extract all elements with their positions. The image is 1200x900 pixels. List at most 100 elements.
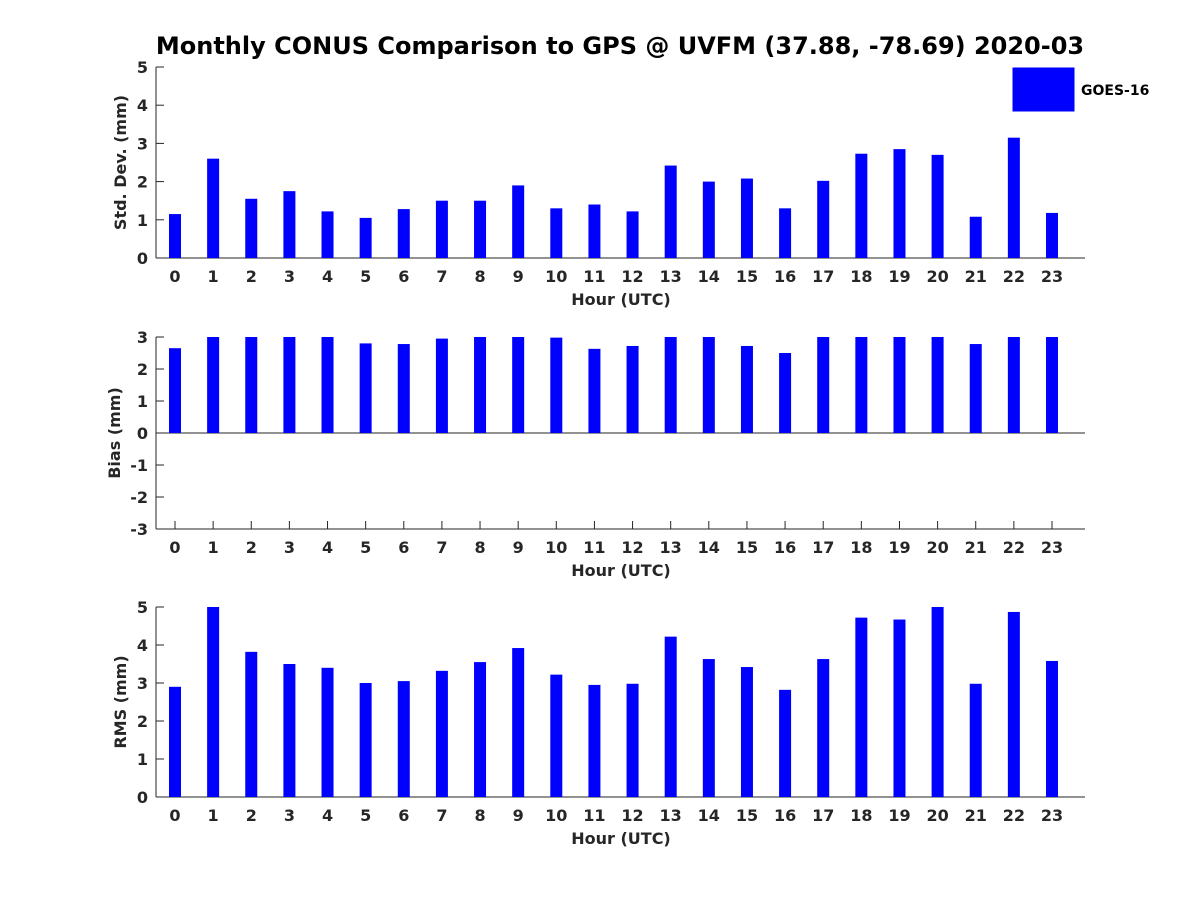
bar	[1007, 611, 1020, 797]
bar	[321, 337, 334, 433]
x-tick-label: 13	[660, 806, 682, 825]
bar	[359, 217, 372, 258]
x-tick-label: 7	[436, 267, 447, 286]
y-tick-label: 3	[137, 328, 148, 347]
bar	[512, 648, 525, 797]
x-tick-label: 9	[513, 538, 524, 557]
x-tick-label: 11	[583, 806, 605, 825]
x-tick-label: 0	[169, 538, 180, 557]
bar	[245, 198, 258, 258]
bar	[702, 337, 715, 433]
x-tick-label: 20	[926, 267, 948, 286]
bar	[1045, 212, 1058, 258]
bar	[817, 337, 830, 433]
x-tick-label: 14	[698, 267, 720, 286]
x-tick-label: 5	[360, 806, 371, 825]
x-tick-label: 16	[774, 538, 796, 557]
bar	[740, 178, 753, 258]
x-tick-label: 10	[545, 267, 567, 286]
bar	[817, 659, 830, 797]
bar	[550, 337, 563, 433]
y-tick-label: 0	[137, 424, 148, 443]
y-tick-label: 2	[137, 173, 148, 192]
x-tick-label: 17	[812, 806, 834, 825]
x-tick-label: 4	[322, 267, 333, 286]
y-tick-label: 4	[137, 96, 148, 115]
bar	[512, 185, 525, 258]
x-tick-label: 5	[360, 538, 371, 557]
bar	[512, 337, 525, 433]
x-tick-label: 23	[1041, 538, 1063, 557]
x-tick-label: 13	[660, 267, 682, 286]
x-axis-label: Hour (UTC)	[571, 561, 671, 580]
y-tick-label: 1	[137, 750, 148, 769]
y-tick-label: 4	[137, 636, 148, 655]
bar	[435, 200, 448, 258]
x-tick-label: 2	[246, 267, 257, 286]
bar	[1007, 137, 1020, 258]
bar	[817, 180, 830, 258]
bar	[893, 149, 906, 258]
x-tick-label: 17	[812, 267, 834, 286]
x-tick-label: 4	[322, 538, 333, 557]
y-axis-label: RMS (mm)	[111, 655, 130, 748]
x-tick-label: 9	[513, 806, 524, 825]
bar	[779, 208, 792, 258]
bar	[931, 607, 944, 797]
bar	[207, 337, 220, 433]
x-tick-label: 13	[660, 538, 682, 557]
x-tick-label: 22	[1003, 806, 1025, 825]
x-axis-label: Hour (UTC)	[571, 829, 671, 848]
bar	[931, 337, 944, 433]
bar	[702, 181, 715, 258]
x-tick-label: 1	[208, 538, 219, 557]
x-tick-label: 20	[926, 806, 948, 825]
x-tick-label: 12	[621, 538, 643, 557]
bar	[550, 208, 563, 258]
bar	[588, 684, 601, 797]
bar	[931, 154, 944, 258]
y-axis-label: Std. Dev. (mm)	[111, 95, 130, 230]
x-tick-label: 14	[698, 806, 720, 825]
bar	[893, 619, 906, 797]
x-tick-label: 11	[583, 538, 605, 557]
y-tick-label: 1	[137, 211, 148, 230]
y-tick-label: -2	[130, 488, 148, 507]
y-tick-label: 3	[137, 134, 148, 153]
bar	[474, 200, 487, 258]
x-tick-label: 11	[583, 267, 605, 286]
bar	[588, 348, 601, 433]
bar	[702, 659, 715, 797]
x-tick-label: 18	[850, 267, 872, 286]
bar	[740, 345, 753, 433]
bar	[169, 686, 181, 797]
y-tick-label: 1	[137, 392, 148, 411]
bar	[626, 345, 639, 433]
bar	[1007, 337, 1020, 433]
bar	[664, 636, 677, 797]
bar	[397, 344, 410, 433]
bar	[588, 204, 601, 258]
bar	[855, 617, 868, 797]
x-tick-label: 3	[284, 806, 295, 825]
x-tick-label: 21	[965, 267, 987, 286]
bar	[207, 158, 220, 258]
bar	[969, 683, 982, 797]
x-tick-label: 12	[621, 806, 643, 825]
x-tick-label: 3	[284, 267, 295, 286]
x-tick-label: 16	[774, 806, 796, 825]
x-tick-label: 15	[736, 538, 758, 557]
x-axis-label: Hour (UTC)	[571, 290, 671, 309]
x-tick-label: 8	[474, 267, 485, 286]
x-tick-label: 1	[208, 267, 219, 286]
bar	[969, 344, 982, 433]
bar	[397, 681, 410, 797]
x-tick-label: 8	[474, 538, 485, 557]
y-tick-label: -1	[130, 456, 148, 475]
y-tick-label: 5	[137, 58, 148, 77]
bar	[321, 667, 334, 797]
bar	[740, 667, 753, 797]
figure-title: Monthly CONUS Comparison to GPS @ UVFM (…	[156, 32, 1084, 60]
